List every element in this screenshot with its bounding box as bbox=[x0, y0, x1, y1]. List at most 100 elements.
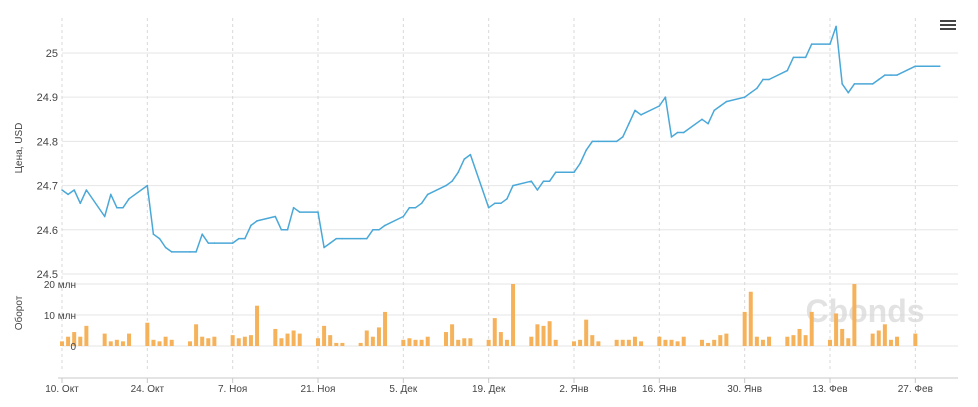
price-tick-label: 24.7 bbox=[37, 181, 58, 193]
price-tick-label: 24.8 bbox=[37, 136, 58, 148]
price-point bbox=[512, 184, 514, 187]
turnover-bar bbox=[535, 324, 540, 346]
turnover-bar bbox=[669, 339, 674, 346]
price-point bbox=[79, 202, 82, 205]
x-tick-label: 5. Дек bbox=[389, 384, 417, 395]
price-point bbox=[591, 140, 594, 143]
turnover-bar bbox=[145, 322, 150, 346]
volume-axis-title: Оборот bbox=[13, 295, 25, 330]
price-tick-label: 25 bbox=[46, 48, 58, 60]
price-point bbox=[719, 105, 722, 107]
turnover-bar bbox=[413, 339, 418, 346]
price-point bbox=[896, 74, 898, 76]
turnover-bar bbox=[724, 333, 729, 346]
price-point bbox=[231, 242, 234, 244]
turnover-bar bbox=[358, 342, 363, 346]
turnover-bar bbox=[498, 332, 503, 346]
price-point bbox=[682, 131, 685, 134]
turnover-bar bbox=[328, 335, 333, 346]
x-tick-label: 19. Дек bbox=[472, 384, 506, 395]
turnover-bar bbox=[700, 339, 704, 346]
x-tick-label: 7. Ноя bbox=[218, 384, 247, 395]
price-point bbox=[420, 202, 423, 205]
axes: 24.5 24.6 24.7 24.8 24.9 25 0 10 млн 20 млн 10. О… bbox=[13, 48, 958, 395]
turnover-bar bbox=[876, 330, 881, 346]
price-point bbox=[554, 171, 557, 174]
turnover-bar bbox=[492, 318, 497, 346]
turnover-bar bbox=[620, 339, 625, 346]
menu-bar bbox=[940, 28, 956, 30]
turnover-bar bbox=[742, 311, 747, 346]
price-point bbox=[158, 237, 161, 240]
price-point bbox=[762, 78, 764, 81]
price-point bbox=[707, 122, 709, 125]
turnover-bar bbox=[151, 339, 156, 346]
price-point bbox=[402, 215, 405, 218]
price-point bbox=[384, 224, 386, 227]
x-tick-label: 10. Окт bbox=[45, 384, 79, 395]
turnover-bar bbox=[66, 336, 71, 346]
price-point bbox=[213, 242, 216, 244]
turnover-bar bbox=[639, 341, 644, 346]
price-point bbox=[122, 206, 124, 209]
x-tick-label: 30. Янв bbox=[727, 384, 762, 395]
turnover-bar bbox=[169, 339, 174, 346]
turnover-bar bbox=[279, 338, 284, 346]
price-point bbox=[877, 78, 880, 81]
price-point bbox=[597, 140, 600, 143]
price-point bbox=[67, 193, 69, 196]
turnover-bar bbox=[870, 333, 875, 346]
price-point bbox=[664, 96, 667, 98]
price-point bbox=[73, 189, 75, 191]
turnover-bar bbox=[785, 336, 790, 346]
price-point bbox=[341, 237, 344, 240]
turnover-bar bbox=[748, 291, 753, 346]
volume-tick-label: 10 млн bbox=[44, 311, 76, 322]
price-point bbox=[615, 140, 618, 143]
turnover-bar bbox=[120, 341, 125, 346]
turnover-bar bbox=[60, 341, 64, 346]
price-point bbox=[749, 91, 752, 94]
turnover-bar bbox=[547, 321, 552, 346]
turnover-bar bbox=[553, 339, 558, 346]
price-point bbox=[329, 242, 331, 244]
turnover-bar bbox=[273, 328, 278, 346]
turnover-bar bbox=[206, 338, 211, 346]
price-point bbox=[713, 109, 715, 112]
menu-bar bbox=[940, 20, 956, 22]
turnover-bar bbox=[419, 339, 424, 346]
price-point bbox=[841, 83, 843, 85]
turnover-bar bbox=[114, 339, 119, 346]
turnover-bar bbox=[706, 342, 711, 346]
price-point bbox=[487, 206, 490, 209]
turnover-bar bbox=[340, 342, 345, 346]
turnover-bar bbox=[626, 339, 631, 346]
price-point bbox=[792, 56, 795, 59]
turnover-bar bbox=[541, 325, 546, 346]
turnover-bar bbox=[657, 336, 662, 346]
price-point bbox=[768, 78, 770, 81]
turnover-bar bbox=[230, 335, 235, 346]
turnover-bar bbox=[712, 339, 717, 346]
x-tick-label: 27. Фев bbox=[898, 384, 933, 395]
price-point bbox=[457, 171, 459, 174]
price-point bbox=[207, 242, 210, 244]
x-tick-label: 24. Окт bbox=[131, 384, 165, 395]
turnover-bar bbox=[504, 339, 509, 346]
turnover-bar bbox=[462, 338, 467, 346]
turnover-bar bbox=[834, 313, 839, 346]
price-point bbox=[274, 215, 277, 218]
turnover-bar bbox=[401, 339, 406, 346]
price-point bbox=[365, 237, 368, 240]
turnover-bar bbox=[425, 336, 430, 346]
turnover-bars bbox=[60, 284, 918, 346]
price-point bbox=[573, 171, 575, 174]
hamburger-menu-icon[interactable] bbox=[938, 18, 958, 34]
price-point bbox=[871, 83, 874, 85]
price-point bbox=[109, 193, 112, 196]
turnover-bar bbox=[895, 336, 900, 346]
price-point bbox=[914, 65, 917, 68]
price-point bbox=[926, 65, 929, 68]
turnover-bar bbox=[511, 284, 516, 346]
price-point bbox=[676, 131, 679, 134]
